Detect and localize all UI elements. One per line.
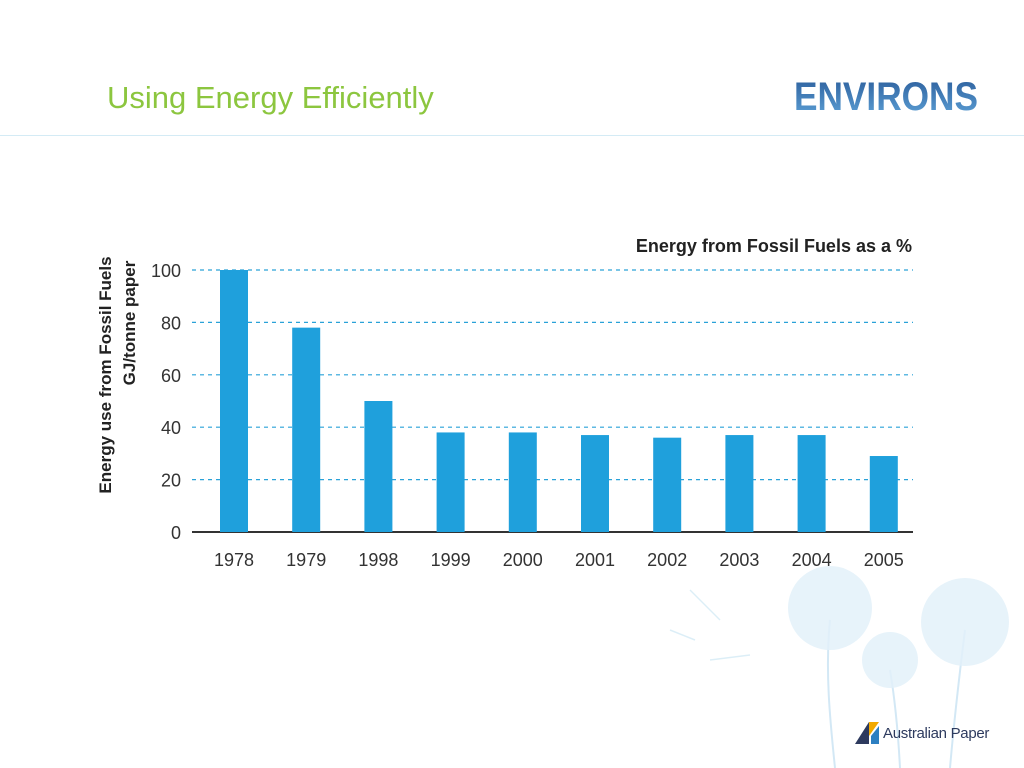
dandelion-watermark <box>669 566 1009 768</box>
chart-title: Energy from Fossil Fuels as a % <box>636 236 912 256</box>
x-tick-label: 1978 <box>214 550 254 570</box>
x-tick-label: 1999 <box>431 550 471 570</box>
y-axis-label-line-1: Energy use from Fossil Fuels <box>96 256 115 493</box>
bar-2001 <box>581 435 609 532</box>
y-tick-label: 40 <box>161 418 181 438</box>
header-divider <box>0 135 1024 136</box>
australian-paper-mark-icon <box>855 722 879 744</box>
bars <box>220 270 898 532</box>
bar-1979 <box>292 327 321 532</box>
y-tick-labels: 0 20 40 60 80 100 <box>151 261 181 543</box>
bar-1998 <box>364 401 393 532</box>
x-tick-label: 2002 <box>647 550 687 570</box>
bar-1978 <box>220 270 248 532</box>
environs-logo: ENVIRONS <box>794 75 978 118</box>
y-tick-label: 20 <box>161 471 181 491</box>
x-tick-label: 2005 <box>864 550 904 570</box>
x-tick-label: 2000 <box>503 550 543 570</box>
y-tick-label: 60 <box>161 366 181 386</box>
x-tick-label: 2001 <box>575 550 615 570</box>
australian-paper-logo: Australian Paper <box>855 720 989 746</box>
bar-2000 <box>508 432 537 532</box>
y-tick-label: 80 <box>161 313 181 333</box>
x-tick-label: 1998 <box>358 550 398 570</box>
footer-brand-text: Australian Paper <box>883 724 990 742</box>
x-tick-labels: 1978 1979 1998 1999 2000 2001 2002 2003 2004 2005 <box>214 550 904 570</box>
y-tick-label: 100 <box>151 261 181 281</box>
y-tick-label: 0 <box>171 523 181 543</box>
slide-title: Using Energy Efficiently <box>107 80 434 115</box>
x-tick-label: 2004 <box>792 550 832 570</box>
bar-2003 <box>725 435 754 532</box>
y-axis-label-line-2: GJ/tonne paper <box>120 260 139 385</box>
bar-2004 <box>797 435 826 532</box>
bar-2005 <box>869 456 898 532</box>
x-tick-label: 2003 <box>719 550 759 570</box>
x-tick-label: 1979 <box>286 550 326 570</box>
bar-1999 <box>436 432 465 532</box>
bar-2002 <box>653 437 682 532</box>
svg-text:ENVIRONS: ENVIRONS <box>794 75 978 118</box>
